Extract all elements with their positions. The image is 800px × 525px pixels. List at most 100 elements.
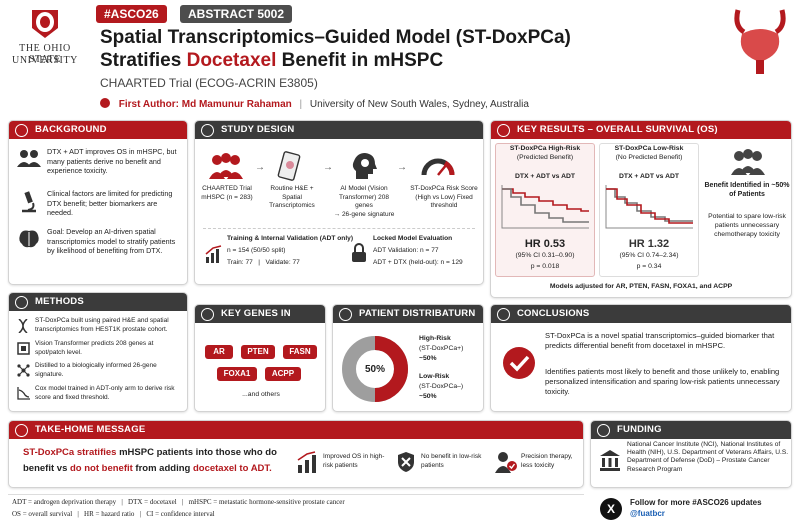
design-step-2: Routine H&E + Spatial Transcriptomics [269, 185, 315, 210]
improved-os-icon [297, 451, 316, 473]
train-n: n = 154 (50/50 split) [227, 247, 286, 254]
study-design-card: STUDY DESIGN CHAARTED Trial mHSPC (n = 2… [194, 120, 484, 285]
p-low: p = 0.34 [636, 263, 662, 270]
takehome-title: TAKE-HOME MESSAGE [35, 424, 146, 435]
conclusions-card: CONCLUSIONS ST-DoxPCa is a novel spatial… [490, 304, 792, 412]
study-design-title: STUDY DESIGN [221, 124, 295, 135]
abbreviations-line-1: ADT = androgen deprivation therapy | DTX… [12, 498, 345, 506]
background-item-1: DTX + ADT improves OS in mHSPC, but many… [47, 147, 177, 175]
background-item-3: Goal: Develop an AI-driven spatial trans… [47, 227, 176, 255]
funding-card: FUNDING National Cancer Institute (NCI),… [590, 420, 792, 488]
km-curve-high [501, 185, 589, 229]
takehome-card: TAKE-HOME MESSAGE ST-DoxPCa stratifies m… [8, 420, 584, 488]
design-step-3: AI Model (Vision Transformer) 208 genes →… [331, 185, 397, 219]
genes-title: KEY GENES IN SIGNATURE [221, 308, 291, 337]
university-name-line2: University [12, 55, 78, 66]
ci-high: (95% CI 0.31–0.90) [515, 252, 575, 259]
takehome-line-1: ST-DoxPCa stratifies mHSPC patients into… [23, 447, 277, 460]
hr-high: HR 0.53 [524, 238, 566, 250]
genes-header: KEY GENES IN SIGNATURE [195, 305, 325, 337]
results-header: KEY RESULTS – OVERALL SURVIVAL (OS) [491, 121, 791, 139]
methods-item-2: Vision Transformer predicts 208 genes at… [35, 340, 154, 356]
follow-handle[interactable]: @fuatbcr [630, 509, 665, 518]
background-title: BACKGROUND [35, 124, 107, 135]
p-high: p = 0.018 [530, 263, 560, 270]
background-header: BACKGROUND [9, 121, 187, 139]
gene-foxa1: FOXA1 [217, 367, 257, 381]
subtitle: CHAARTED Trial (ECOG-ACRIN E3805) [100, 76, 318, 90]
lock-icon [352, 243, 366, 262]
distribution-icon [339, 308, 352, 321]
benefit-patients-icon [731, 149, 765, 175]
brain-icon [19, 230, 39, 248]
low-risk-title: ST-DoxPCa Low-Risk [614, 145, 684, 152]
slide-icon [277, 151, 301, 181]
design-divider [203, 228, 475, 229]
ai-head-icon [352, 153, 377, 179]
funding-icon [597, 424, 610, 437]
methods-item-3: Distilled to a biologically informed 26-… [35, 362, 157, 378]
locked-1: ADT Validation: n = 77 [373, 247, 439, 254]
network-icon [17, 364, 30, 377]
distribution-card: PATIENT DISTRIBATURN 50% High-Risk (ST-D… [332, 304, 484, 412]
affiliation: University of New South Wales, Sydney, A… [309, 99, 529, 110]
bladder-icon [728, 6, 792, 76]
trial-patients-icon [209, 153, 243, 179]
conclusions-header: CONCLUSIONS [491, 305, 791, 323]
shield-icon [398, 452, 414, 472]
title-part-a: Stratifies [100, 50, 187, 71]
clipboard-icon [201, 124, 214, 137]
distribution-header: PATIENT DISTRIBATURN [333, 305, 483, 323]
takehome-2d: from adding [132, 463, 193, 474]
abbreviations-line-2: OS = overall survival | HR = hazard rati… [12, 510, 215, 518]
genes-others: ...and others [242, 391, 280, 398]
author-line: First Author: Md Mamunur Rahaman | Unive… [100, 98, 529, 110]
cox-chart-icon [17, 387, 30, 400]
chart-icon [205, 245, 222, 263]
methods-title: METHODS [35, 296, 84, 307]
conference-tag: #ASCO26 [96, 5, 167, 23]
background-item-2: Clinical factors are limited for predict… [47, 189, 173, 217]
distribution-title: PATIENT DISTRIBATURN [359, 308, 476, 319]
author-name: First Author: Md Mamunur Rahaman [118, 99, 292, 110]
title-part-docetaxel: Docetaxel [186, 50, 277, 71]
abstract-tag: ABSTRACT 5002 [180, 5, 293, 23]
methods-card: METHODS ST-DoxPCa built using paired H&E… [8, 292, 188, 412]
takehome-2e: docetaxel to ADT. [192, 463, 272, 474]
takehome-2b: vs [54, 463, 70, 474]
takehome-header: TAKE-HOME MESSAGE [9, 421, 583, 439]
microscope-icon [22, 191, 36, 213]
target-icon [15, 124, 28, 137]
takehome-1b: mHSPC patients into those who do [119, 447, 277, 458]
takehome-item-1: Improved OS in high-risk patients [323, 453, 385, 469]
arrow-3: → [397, 162, 407, 173]
building-icon [600, 450, 620, 471]
benefit-text: Potential to spare low-risk patients unn… [708, 213, 786, 238]
takehome-item-2: No benefit in low-risk patients [421, 453, 482, 469]
check-icon [503, 347, 535, 379]
km-curve-low [605, 185, 693, 229]
design-step-4: ST-DoxPCa Risk Score (High vs Low) Fixed… [410, 185, 478, 210]
university-name-line1: The Ohio State [19, 43, 71, 65]
locked-title: Locked Model Evaluation [373, 235, 453, 242]
conclusions-title: CONCLUSIONS [517, 308, 590, 319]
gene-pten: PTEN [241, 345, 275, 359]
gene-fasn: FASN [283, 345, 317, 359]
x-logo-icon[interactable]: X [600, 498, 622, 520]
benefit-title: Benefit Identified in ~50% of Patients [704, 182, 790, 199]
genes-dna-icon [201, 308, 214, 321]
title-line-1: Spatial Transcriptomics–Guided Model (ST… [100, 27, 571, 48]
funding-title: FUNDING [617, 424, 662, 435]
footer-rule [8, 494, 584, 495]
high-risk-title: ST-DoxPCa High-Risk [509, 145, 581, 152]
methods-item-4: Cox model trained in ADT-only arm to der… [35, 385, 175, 401]
patients-icon [17, 150, 41, 167]
study-design-header: STUDY DESIGN [195, 121, 483, 139]
author-divider: | [299, 99, 303, 110]
train-split: Train: 77 | Validate: 77 [227, 259, 300, 266]
methods-header: METHODS [9, 293, 187, 311]
results-title: KEY RESULTS – OVERALL SURVIVAL (OS) [517, 124, 718, 135]
gene-acpp: ACPP [265, 367, 301, 381]
takehome-2a: benefit [23, 463, 55, 474]
donut-chart [342, 336, 408, 402]
